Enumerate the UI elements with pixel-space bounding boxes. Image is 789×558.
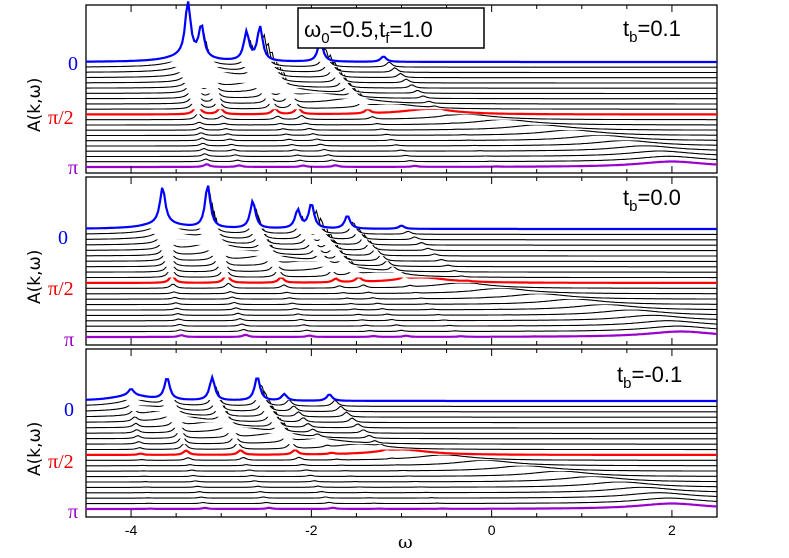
spectral-curve-k11	[86, 454, 717, 461]
spectral-curve-k11	[86, 112, 717, 121]
panel-2-curves	[85, 185, 718, 339]
panel-2-tb-label: tb=0.0	[623, 185, 681, 215]
panel-1-tb-label: tb=0.1	[623, 16, 681, 46]
spectral-curve-kpi2	[86, 448, 717, 456]
spectral-curve-k17	[86, 145, 717, 152]
spectral-curve-k18	[86, 320, 718, 327]
spectral-curve-k17	[86, 314, 718, 322]
panel-1-ylabel: A(k,ω)	[25, 78, 45, 132]
spectral-curve-kpi	[86, 330, 718, 339]
spectral-curve-k17	[86, 486, 718, 494]
x-tick-label: 0	[488, 522, 496, 538]
panel-3-tb-label: tb=-0.1	[617, 362, 682, 392]
panel-3-ticks	[85, 349, 718, 517]
spectral-curve-k8	[86, 255, 717, 273]
spectral-curve-k0	[86, 1, 717, 64]
spectral-curve-k7	[86, 422, 717, 440]
spectral-curve-k16	[86, 139, 717, 147]
spectral-curve-k14	[86, 470, 717, 478]
spectral-curve-k9	[86, 441, 717, 451]
spectral-curve-k15	[86, 134, 717, 142]
spectral-curve-kpi2	[86, 102, 717, 116]
panel-1-kpi2-label: π/2	[48, 107, 74, 129]
spectral-curve-k6	[86, 238, 717, 262]
spectral-curve-k12	[86, 118, 717, 126]
spectral-curve-k18	[86, 492, 718, 499]
spectral-curve-k19	[86, 497, 718, 505]
x-axis-label: ω	[398, 532, 413, 553]
panel-3-kpi-label: π	[68, 501, 78, 523]
spectral-curve-k18	[86, 150, 718, 158]
panel-2: tb=0.0 0 π/2 π A(k,ω)	[25, 176, 718, 351]
panel-3-kpi2-label: π/2	[48, 451, 74, 473]
spectral-curve-k5	[86, 228, 717, 257]
params-box-frame	[297, 7, 485, 49]
spectral-curve-k2	[86, 390, 717, 413]
spectral-curve-kpi	[86, 160, 718, 169]
x-tick-label: -4	[125, 522, 138, 538]
spectral-curve-k13	[86, 124, 718, 131]
x-tick-labels: -4 -2 0 2	[125, 522, 676, 538]
spectral-curve-k3	[85, 395, 717, 418]
spectral-curve-k16	[86, 481, 717, 488]
panel-2-k0-label: 0	[58, 227, 68, 249]
spectral-curve-k15	[86, 475, 717, 483]
spectral-curve-k14	[86, 298, 717, 306]
spectral-curve-k19	[86, 325, 718, 333]
panel-3-curves	[85, 373, 718, 511]
spectral-curve-k5	[86, 408, 717, 429]
panel-1-kpi-label: π	[68, 157, 78, 179]
panel-2-kpi2-label: π/2	[48, 278, 74, 300]
spectral-curve-k12	[86, 287, 717, 295]
spectral-curve-k13	[86, 465, 717, 472]
spectral-curve-k4	[86, 402, 717, 424]
spectral-curve-k8	[86, 432, 717, 445]
panel-1: ω0=0.5,tf=1.0 tb=0.1 0 π/2 π A(k,ω)	[25, 1, 718, 179]
spectral-curve-k13	[86, 293, 717, 300]
spectral-curve-k16	[86, 309, 717, 316]
spectral-curve-k11	[86, 282, 717, 289]
panel-2-ylabel: A(k,ω)	[25, 250, 45, 304]
spectral-curve-kpi	[86, 502, 718, 511]
spectral-curve-k0	[85, 185, 717, 231]
x-tick-label: 2	[668, 522, 676, 538]
spectral-curve-k19	[86, 155, 718, 163]
spectral-curve-k9	[86, 92, 717, 110]
spectral-curve-k14	[86, 129, 717, 137]
panel-1-k0-label: 0	[68, 53, 78, 75]
panel-2-kpi-label: π	[64, 329, 74, 351]
panel-3-k0-label: 0	[64, 399, 74, 421]
panel-3: tb=-0.1 0 π/2 π A(k,ω)	[25, 348, 718, 523]
spectral-curve-k6	[86, 417, 717, 434]
panel-2-ticks	[85, 177, 718, 345]
x-tick-label: -2	[305, 522, 318, 538]
panel-1-curves	[86, 1, 718, 169]
spectral-curve-k0	[85, 373, 717, 403]
panel-3-ylabel: A(k,ω)	[25, 422, 45, 476]
spectral-curve-k12	[86, 459, 717, 467]
params-text: ω0=0.5,tf=1.0	[304, 17, 433, 47]
panel-1-params-box: ω0=0.5,tf=1.0	[297, 7, 485, 49]
spectral-curve-k7	[86, 247, 717, 268]
spectral-curve-k15	[86, 303, 717, 311]
